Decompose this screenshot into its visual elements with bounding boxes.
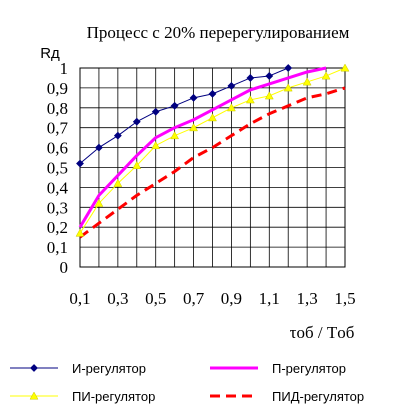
data-point-diamond <box>265 72 274 80</box>
data-point-triangle <box>132 160 142 169</box>
y-tick-labels: 00,10,20,30,40,50,60,70,80,91 <box>47 59 69 277</box>
y-axis-label: Rд <box>40 45 60 62</box>
plot-frame <box>79 67 346 268</box>
legend-label: ПИ-регулятор <box>72 389 155 404</box>
data-point-diamond <box>189 93 198 102</box>
data-point-triangle <box>208 113 217 122</box>
data-point-triangle <box>170 131 180 140</box>
legend-item: П-регулятор <box>210 361 346 376</box>
y-tick-label: 0,5 <box>47 159 68 178</box>
x-tick-label: 0,5 <box>145 289 166 308</box>
x-tick-label: 1,5 <box>334 289 355 308</box>
y-tick-label: 0,2 <box>47 218 68 237</box>
data-point-diamond <box>30 364 38 372</box>
data-point-triangle <box>321 71 331 80</box>
series-line <box>79 67 289 164</box>
legend-label: И-регулятор <box>72 361 146 376</box>
data-point-diamond <box>113 131 122 140</box>
x-axis-label: τоб / Tоб <box>290 323 355 342</box>
data-point-triangle <box>189 123 198 132</box>
x-axis-label-t: Tоб <box>327 323 355 342</box>
legend-label: П-регулятор <box>272 361 346 376</box>
y-tick-label: 1 <box>60 59 69 78</box>
series-line <box>79 86 346 239</box>
x-tick-label: 1,1 <box>259 289 280 308</box>
series-П-регулятор <box>78 66 327 228</box>
y-tick-label: 0,8 <box>47 99 68 118</box>
x-tick-labels: 0,1 0,3 0,5 0,7 0,9 1,1 1,3 1,5 <box>69 289 355 308</box>
legend-label: ПИД-регулятор <box>272 389 364 404</box>
data-point-triangle <box>302 77 312 86</box>
y-tick-label: 0,7 <box>47 119 69 138</box>
data-point-diamond <box>151 107 160 116</box>
chart-title: Процесс с 20% перерегулированием <box>87 23 350 42</box>
legend: И-регулятор П-регулятор ПИ-регулятор ПИД-ре… <box>10 361 364 404</box>
data-point-diamond <box>132 117 141 126</box>
data-point-triangle <box>340 63 350 72</box>
data-point-triangle <box>151 141 161 150</box>
series-layer <box>75 63 350 239</box>
x-tick-label: 0,1 <box>69 289 90 308</box>
x-tick-label: 0,9 <box>221 289 242 308</box>
x-tick-label: 0,7 <box>183 289 205 308</box>
x-tick-label: 1,3 <box>297 289 318 308</box>
series-line <box>78 66 327 228</box>
data-point-triangle <box>245 95 255 104</box>
data-point-diamond <box>76 159 84 168</box>
y-tick-label: 0,1 <box>47 238 68 257</box>
series-И-регулятор <box>76 64 293 168</box>
y-tick-label: 0,4 <box>47 178 69 197</box>
series-ПИД-регулятор <box>79 86 346 239</box>
y-tick-label: 0,3 <box>47 198 68 217</box>
data-point-triangle <box>94 198 104 207</box>
legend-item: ПИД-регулятор <box>210 389 364 404</box>
y-tick-label: 0,6 <box>47 139 68 158</box>
data-point-diamond <box>170 101 179 110</box>
y-tick-label: 0 <box>60 258 69 277</box>
data-point-diamond <box>246 74 255 82</box>
data-point-triangle <box>75 228 85 237</box>
y-tick-label: 0,9 <box>47 79 68 98</box>
data-point-diamond <box>284 64 293 72</box>
legend-item: И-регулятор <box>10 361 146 376</box>
data-point-triangle <box>264 91 274 100</box>
data-point-diamond <box>95 143 103 152</box>
data-point-triangle <box>29 391 39 400</box>
data-point-triangle <box>283 83 293 92</box>
data-point-diamond <box>227 81 236 90</box>
data-point-diamond <box>208 89 217 98</box>
x-tick-label: 0,3 <box>107 289 128 308</box>
data-point-triangle <box>113 178 123 187</box>
data-point-triangle <box>227 103 236 112</box>
x-axis-label-tau: τоб <box>290 323 314 342</box>
legend-item: ПИ-регулятор <box>10 389 155 404</box>
series-ПИ-регулятор <box>75 63 350 237</box>
x-axis-label-slash: / <box>314 323 327 342</box>
